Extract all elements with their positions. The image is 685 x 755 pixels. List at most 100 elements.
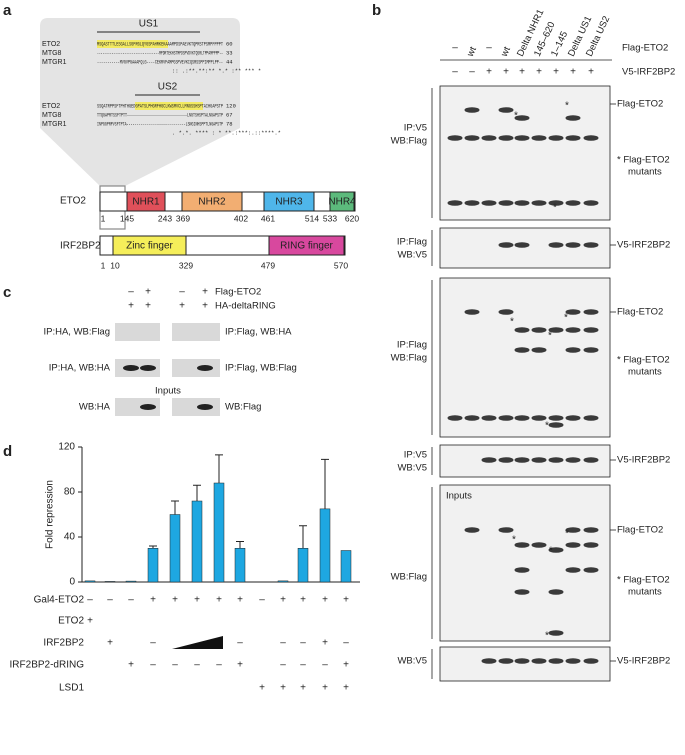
- blot-band: [565, 567, 581, 573]
- position-label: 461: [261, 213, 275, 223]
- band-label: V5-IRF2BP2: [617, 656, 670, 667]
- column-label: –: [486, 43, 492, 54]
- blot-band: [531, 200, 547, 206]
- sign: +: [519, 67, 525, 78]
- blot-band: [548, 422, 564, 428]
- bar: [147, 548, 159, 583]
- position-label: 402: [234, 213, 248, 223]
- dose-triangle: [172, 636, 223, 649]
- blot-band: [514, 200, 530, 206]
- domain-label: NHR3: [275, 197, 303, 208]
- position-label: 620: [345, 213, 359, 223]
- domain: [126, 191, 166, 212]
- band-marker: *: [545, 631, 549, 642]
- blot-band: [583, 347, 599, 353]
- band-marker: *: [549, 546, 553, 557]
- sequence-end: 33: [226, 49, 233, 56]
- table-row-label: ETO2: [58, 616, 84, 627]
- position-label: 514: [305, 213, 319, 223]
- table-cell: –: [87, 595, 93, 606]
- blot-band: [583, 200, 599, 206]
- band-marker: *: [512, 535, 516, 546]
- table-cell: +: [322, 638, 328, 649]
- blot-band: [447, 415, 463, 421]
- blot-band: [548, 327, 564, 333]
- blot-band: [464, 200, 480, 206]
- sign: +: [202, 301, 208, 312]
- blot: [439, 85, 611, 221]
- consensus: . *.*. **** : * **.:***:.::****.*: [172, 129, 281, 136]
- row-label: HA-deltaRING: [215, 301, 276, 312]
- y-axis-title: Fold repression: [45, 480, 56, 549]
- table-cell: +: [172, 595, 178, 606]
- position-label: 369: [176, 213, 190, 223]
- table-cell: –: [172, 660, 178, 671]
- blot-band: [481, 200, 497, 206]
- blot-band: [197, 404, 213, 410]
- band-marker: *: [545, 421, 549, 432]
- blot-band: [498, 309, 514, 315]
- sign: +: [202, 287, 208, 298]
- blot-band: [498, 200, 514, 206]
- panel-label: b: [372, 2, 381, 19]
- error-bar: [171, 500, 179, 515]
- blot-label: WB:V5: [397, 656, 427, 667]
- band-label: * Flag-ETO2: [617, 155, 670, 166]
- band-marker: *: [553, 203, 557, 214]
- blot-band: [583, 135, 599, 141]
- blot-band: [548, 415, 564, 421]
- blot-band: [565, 415, 581, 421]
- band-label: V5-IRF2BP2: [617, 455, 670, 466]
- blot-band: [514, 542, 530, 548]
- band-label: Flag-ETO2: [617, 525, 663, 536]
- column-label: wt: [499, 45, 514, 59]
- blot-label: WB:Flag: [225, 402, 261, 413]
- blot-band: [565, 527, 581, 533]
- protein-name: IRF2BP2: [60, 241, 101, 252]
- blot-band: [565, 135, 581, 141]
- table-cell: +: [128, 660, 134, 671]
- blot-gap: [160, 322, 172, 342]
- blot-band: [498, 457, 514, 463]
- position-label: 533: [323, 213, 337, 223]
- blot-band: [514, 242, 530, 248]
- blot-label: WB:V5: [397, 250, 427, 261]
- table-cell: –: [300, 638, 306, 649]
- table-cell: –: [322, 660, 328, 671]
- sign: +: [179, 301, 185, 312]
- sign: –: [179, 287, 185, 298]
- sequence-name: ETO2: [42, 103, 60, 110]
- band-marker: *: [548, 331, 552, 342]
- blot-band: [514, 135, 530, 141]
- sign: –: [469, 67, 475, 78]
- blot-band: [548, 589, 564, 595]
- table-cell: –: [150, 638, 156, 649]
- panel-label: c: [3, 284, 11, 301]
- table-cell: –: [216, 660, 222, 671]
- panel-label: d: [3, 443, 12, 460]
- blot: [439, 484, 611, 642]
- table-cell: –: [300, 660, 306, 671]
- blot-band: [514, 115, 530, 121]
- row-label: V5-IRF2BP2: [622, 67, 675, 78]
- table-cell: +: [300, 595, 306, 606]
- position-label: 329: [179, 260, 193, 270]
- blot-band: [498, 135, 514, 141]
- table-row-label: Gal4-ETO2: [34, 595, 85, 606]
- blot-band: [464, 415, 480, 421]
- sequence-name: MTG8: [42, 112, 62, 119]
- error-bar: [193, 484, 201, 501]
- blot-band: [565, 658, 581, 664]
- blot-band: [565, 542, 581, 548]
- error-bar: [149, 545, 157, 549]
- blot: [439, 227, 611, 269]
- alignment-title: US2: [158, 82, 178, 93]
- blot-label: WB:Flag: [391, 136, 427, 147]
- sign: +: [588, 67, 594, 78]
- blot: [439, 277, 611, 438]
- region-highlight: [135, 102, 203, 110]
- blot-band: [583, 415, 599, 421]
- sign: –: [452, 67, 458, 78]
- blot-band: [583, 242, 599, 248]
- sign: +: [486, 67, 492, 78]
